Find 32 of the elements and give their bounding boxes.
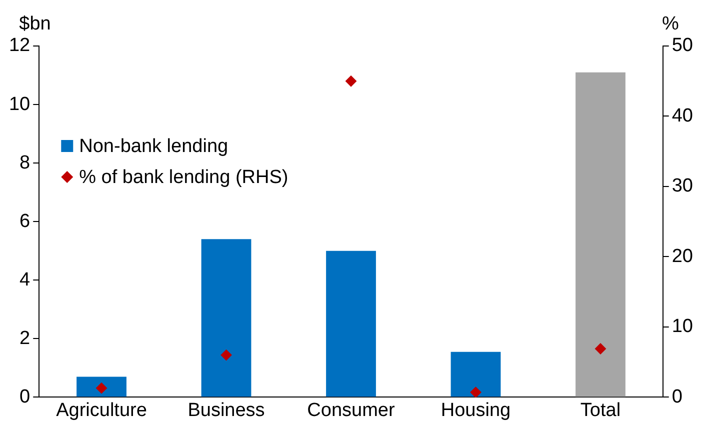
- y2-tick-label: 20: [672, 246, 694, 267]
- bar: [201, 239, 252, 397]
- x-tick-label: Business: [188, 400, 265, 421]
- x-tick-label: Consumer: [307, 400, 396, 421]
- y-tick-label: 12: [8, 35, 30, 56]
- legend-label: % of bank lending (RHS): [79, 167, 288, 188]
- y2-tick-label: 10: [672, 316, 694, 338]
- x-tick-label: Housing: [440, 400, 511, 421]
- point: [470, 386, 482, 398]
- point: [594, 343, 606, 354]
- bar: [576, 72, 626, 397]
- y-tick-label: 10: [8, 94, 30, 115]
- bar: [326, 250, 376, 397]
- y-axis-title: $bn: [19, 14, 51, 35]
- legend-label: Non-bank lending: [79, 136, 228, 158]
- point: [96, 382, 108, 394]
- point: [220, 350, 232, 361]
- x-tick-label: Total: [580, 400, 621, 421]
- y-tick-label: 6: [20, 210, 30, 232]
- y2-axis-title: %: [662, 14, 679, 35]
- y2-tick-label: 0: [672, 386, 682, 408]
- y2-tick-label: 40: [672, 105, 694, 126]
- point: [346, 76, 356, 87]
- y2-tick-label: 50: [672, 35, 694, 56]
- y-tick-label: 0: [20, 386, 30, 408]
- bar: [76, 376, 126, 397]
- y-tick-label: 4: [20, 269, 31, 290]
- x-tick-label: Agriculture: [56, 400, 147, 421]
- bar: [450, 352, 501, 397]
- y-tick-label: 8: [20, 152, 30, 174]
- y-tick-label: 2: [20, 328, 30, 349]
- y2-tick-label: 30: [672, 176, 694, 197]
